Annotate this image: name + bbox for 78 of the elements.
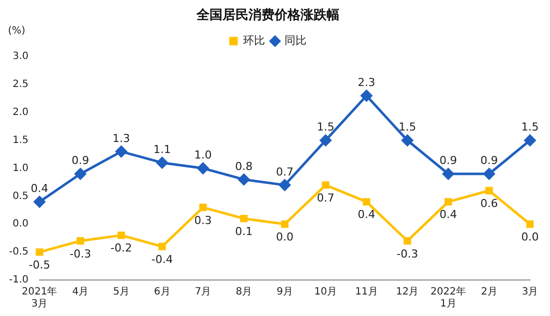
- data-label: 0.4: [30, 182, 48, 196]
- data-label: 1.1: [153, 143, 171, 156]
- y-axis-title: (%): [8, 26, 26, 37]
- point: [156, 156, 168, 168]
- y-tick-label: 2.5: [12, 79, 29, 90]
- data-label: 0.9: [480, 154, 498, 168]
- point: [238, 174, 250, 186]
- data-label: 0.7: [276, 165, 294, 178]
- data-label: 0.7: [316, 191, 334, 204]
- data-label: 1.3: [112, 132, 130, 145]
- point: [524, 134, 536, 146]
- data-label: 0.6: [480, 197, 498, 210]
- point: [320, 134, 332, 146]
- point: [444, 198, 452, 206]
- point: [76, 237, 84, 245]
- point: [442, 168, 454, 180]
- data-label: 1.5: [316, 120, 334, 134]
- data-label: 0.1: [235, 224, 253, 238]
- point: [116, 146, 128, 158]
- data-label: 0.9: [440, 154, 457, 168]
- chart-title: 全国居民消费价格涨跌幅: [196, 8, 340, 24]
- y-tick-label: -0.5: [8, 246, 29, 258]
- x-tick-label: 12月: [396, 286, 419, 298]
- point: [483, 168, 495, 180]
- point: [36, 248, 44, 256]
- point: [322, 181, 330, 189]
- y-tick-label: 0.0: [12, 218, 29, 230]
- x-tick-label: 2021年 3月: [22, 286, 58, 310]
- data-label: 1.5: [398, 120, 416, 134]
- point: [34, 196, 46, 208]
- y-tick-label: 0.5: [12, 190, 29, 202]
- data-label: -0.3: [396, 247, 418, 260]
- data-label: 0.4: [440, 208, 457, 222]
- x-tick-label: 3月: [522, 286, 538, 298]
- point: [402, 134, 414, 146]
- data-label: 1.5: [521, 120, 539, 134]
- point: [240, 214, 248, 222]
- data-label: 0.0: [521, 230, 539, 244]
- legend-label: 同比: [284, 34, 306, 47]
- data-label: 1.0: [194, 148, 212, 162]
- point: [118, 232, 125, 240]
- point: [197, 162, 209, 174]
- data-label: 2.3: [358, 76, 376, 90]
- y-tick-label: 1.0: [12, 162, 29, 174]
- point: [281, 220, 288, 228]
- legend-label: 环比: [243, 34, 265, 47]
- x-tick-label: 5月: [113, 286, 130, 298]
- x-tick-label: 4月: [72, 286, 89, 298]
- x-tick-label: 2月: [480, 286, 498, 298]
- data-label: -0.2: [110, 242, 132, 255]
- data-label: 0.3: [194, 214, 212, 227]
- point: [199, 204, 207, 212]
- point: [485, 186, 493, 194]
- x-tick-label: 7月: [194, 286, 212, 298]
- y-tick-label: 3.0: [12, 51, 29, 62]
- point: [158, 242, 166, 250]
- data-label: 0.9: [72, 154, 90, 168]
- data-label: 0.8: [235, 160, 253, 173]
- point: [279, 179, 291, 191]
- x-tick-label: 10月: [314, 286, 337, 298]
- data-label: -0.4: [151, 252, 173, 266]
- point: [526, 220, 534, 228]
- x-tick-label: 8月: [236, 286, 252, 298]
- x-tick-label: 9月: [276, 286, 293, 298]
- x-tick-label: 11月: [355, 286, 378, 298]
- y-tick-label: 1.5: [12, 134, 29, 146]
- x-tick-label: 6月: [154, 286, 170, 298]
- x-tick-label: 2022年 1月: [430, 286, 466, 310]
- data-label: 0.0: [276, 230, 294, 244]
- data-label: 0.4: [358, 208, 376, 222]
- data-label: -0.3: [70, 247, 92, 260]
- y-tick-label: 2.0: [12, 107, 29, 118]
- point: [362, 198, 370, 206]
- point: [360, 90, 372, 102]
- point: [404, 237, 412, 245]
- y-tick-label: -1.0: [8, 274, 29, 286]
- data-label: -0.5: [28, 258, 50, 272]
- point: [74, 168, 86, 180]
